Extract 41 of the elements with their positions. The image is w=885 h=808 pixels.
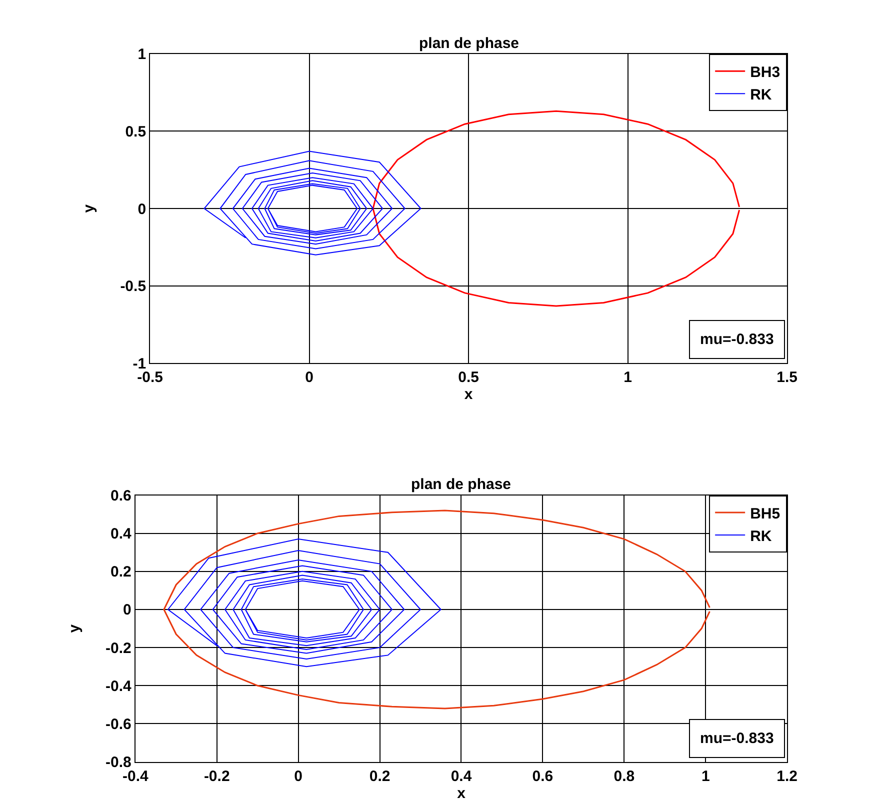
y-tick-label: 0.6 <box>110 488 132 505</box>
x-axis-title: x <box>464 386 474 404</box>
x-tick-label: 0 <box>305 369 314 386</box>
x-tick-label: 1 <box>624 369 632 386</box>
legend-label: BH5 <box>750 505 780 522</box>
line-series <box>163 510 710 710</box>
x-tick-label: 1.5 <box>776 369 798 386</box>
annotation: mu=-0.833 <box>700 730 774 747</box>
chart-title: plan de phase <box>411 476 512 493</box>
y-tick-label: -0.4 <box>106 678 132 695</box>
y-axis-title: y <box>80 204 98 213</box>
x-tick-label: 1 <box>701 768 710 785</box>
y-tick-label: -0.5 <box>120 278 146 296</box>
y-tick-label: -1 <box>132 355 146 372</box>
x-tick-label: 0.8 <box>614 768 635 785</box>
chart-title: plan de phase <box>419 35 520 52</box>
legend-label: RK <box>750 528 772 545</box>
y-tick-label: -0.2 <box>106 640 132 657</box>
y-tick-label: 0.5 <box>125 123 146 140</box>
x-tick-label: 1.2 <box>776 768 798 785</box>
line-series <box>204 150 422 256</box>
x-tick-label: 0.5 <box>458 369 479 386</box>
legend-label: RK <box>750 86 772 104</box>
y-tick-label: -0.8 <box>106 754 132 772</box>
y-tick-label: 1 <box>138 46 146 64</box>
y-tick-label: 0 <box>138 200 146 218</box>
y-tick-label: 0.2 <box>110 564 132 581</box>
y-tick-label: 0.4 <box>110 526 132 543</box>
x-axis-title: x <box>457 784 466 802</box>
line-series <box>372 110 740 307</box>
y-tick-label: 0 <box>123 602 132 619</box>
x-tick-label: -0.2 <box>204 768 230 785</box>
annotation: mu=-0.833 <box>700 331 774 348</box>
y-tick-label: -0.6 <box>106 716 132 733</box>
x-tick-label: 0 <box>294 768 302 785</box>
legend-label: BH3 <box>750 64 780 81</box>
x-tick-label: 0.2 <box>369 768 390 785</box>
x-tick-label: 0.4 <box>450 768 472 785</box>
line-series <box>167 538 442 668</box>
y-axis-title: y <box>66 624 83 633</box>
x-tick-label: 0.6 <box>532 768 554 785</box>
